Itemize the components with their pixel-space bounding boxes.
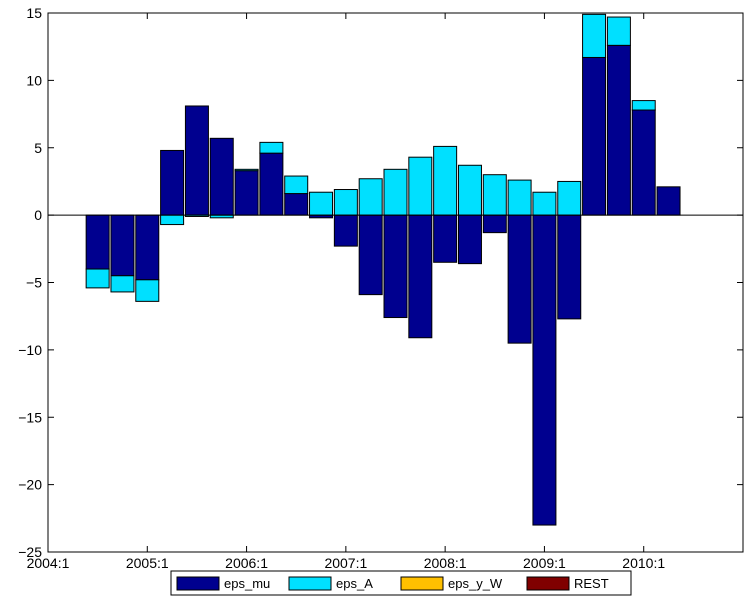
y-tick-label: −15 bbox=[18, 409, 42, 425]
bar-eps-a-0 bbox=[85, 268, 110, 289]
bar-eps-mu-12 bbox=[383, 214, 408, 319]
bar-eps-mu-0 bbox=[85, 214, 110, 270]
bar-eps-a-18 bbox=[532, 191, 557, 216]
bar-eps-mu-11 bbox=[358, 214, 383, 296]
bar-eps-mu-16 bbox=[482, 214, 507, 234]
bar-eps-a-17 bbox=[507, 179, 532, 216]
legend-label-rest: REST bbox=[574, 576, 609, 591]
y-tick-label: −5 bbox=[26, 275, 42, 291]
y-tick-label: 5 bbox=[34, 140, 42, 156]
bar-eps-mu-20 bbox=[582, 56, 607, 216]
bar-eps-a-9 bbox=[309, 191, 334, 216]
legend-label-eps-y-w: eps_y_W bbox=[448, 576, 503, 591]
y-tick-label: 0 bbox=[34, 207, 42, 223]
bar-eps-mu-10 bbox=[333, 214, 358, 247]
bar-eps-mu-3 bbox=[160, 149, 185, 216]
bar-eps-a-8 bbox=[284, 175, 309, 195]
bar-eps-mu-2 bbox=[135, 214, 160, 281]
bar-eps-mu-23 bbox=[656, 186, 681, 216]
y-tick-label: 15 bbox=[26, 5, 42, 21]
bar-eps-a-22 bbox=[631, 100, 656, 111]
legend: eps_mu eps_A eps_y_W REST bbox=[170, 570, 632, 596]
x-tick-label: 2005:1 bbox=[126, 555, 169, 571]
legend-swatch-eps-a bbox=[288, 576, 332, 591]
legend-label-eps-a: eps_A bbox=[336, 576, 373, 591]
x-tick-label: 2010:1 bbox=[622, 555, 665, 571]
bar-eps-mu-19 bbox=[557, 214, 582, 320]
y-tick-label: −10 bbox=[18, 342, 42, 358]
bar-eps-mu-7 bbox=[259, 152, 284, 216]
bar-eps-mu-15 bbox=[457, 214, 482, 265]
bar-eps-mu-4 bbox=[184, 105, 209, 216]
bar-eps-a-14 bbox=[433, 145, 458, 216]
bar-eps-a-7 bbox=[259, 141, 284, 154]
bar-eps-a-6 bbox=[234, 168, 259, 172]
bar-eps-a-20 bbox=[582, 13, 607, 58]
bar-eps-a-21 bbox=[606, 16, 631, 46]
x-tick-label: 2007:1 bbox=[324, 555, 367, 571]
legend-label-eps-mu: eps_mu bbox=[224, 576, 270, 591]
bar-eps-mu-13 bbox=[408, 214, 433, 339]
bar-eps-a-16 bbox=[482, 174, 507, 216]
legend-swatch-eps-y-w bbox=[400, 576, 444, 591]
bar-eps-mu-17 bbox=[507, 214, 532, 344]
bar-eps-mu-21 bbox=[606, 44, 631, 216]
bar-eps-a-13 bbox=[408, 156, 433, 216]
bar-eps-a-2 bbox=[135, 279, 160, 302]
x-tick-label: 2006:1 bbox=[225, 555, 268, 571]
bar-eps-a-1 bbox=[110, 275, 135, 293]
bar-eps-mu-8 bbox=[284, 193, 309, 216]
y-tick-label: −25 bbox=[18, 544, 42, 560]
axis-ticks: −25 −20 −15 −10 −5 0 5 10 15 2004:1 2005:1 2006:1 20… bbox=[18, 5, 743, 571]
bar-eps-mu-5 bbox=[209, 137, 234, 216]
bar-eps-a-10 bbox=[333, 189, 358, 216]
bar-eps-mu-1 bbox=[110, 214, 135, 277]
bar-eps-a-15 bbox=[457, 164, 482, 216]
legend-swatch-rest bbox=[526, 576, 570, 591]
bar-eps-a-19 bbox=[557, 180, 582, 216]
legend-swatch-eps-mu bbox=[176, 576, 220, 591]
y-tick-label: −20 bbox=[18, 477, 42, 493]
x-tick-label: 2009:1 bbox=[523, 555, 566, 571]
bar-eps-mu-18 bbox=[532, 214, 557, 526]
y-tick-label: 10 bbox=[26, 72, 42, 88]
bar-eps-a-12 bbox=[383, 168, 408, 216]
bar-eps-a-11 bbox=[358, 178, 383, 216]
bar-eps-mu-6 bbox=[234, 170, 259, 216]
bar-eps-a-3 bbox=[160, 214, 185, 226]
bar-eps-mu-22 bbox=[631, 109, 656, 216]
x-tick-label: 2004:1 bbox=[27, 555, 70, 571]
bars-layer bbox=[85, 13, 681, 526]
x-tick-label: 2008:1 bbox=[424, 555, 467, 571]
bar-eps-mu-14 bbox=[433, 214, 458, 263]
